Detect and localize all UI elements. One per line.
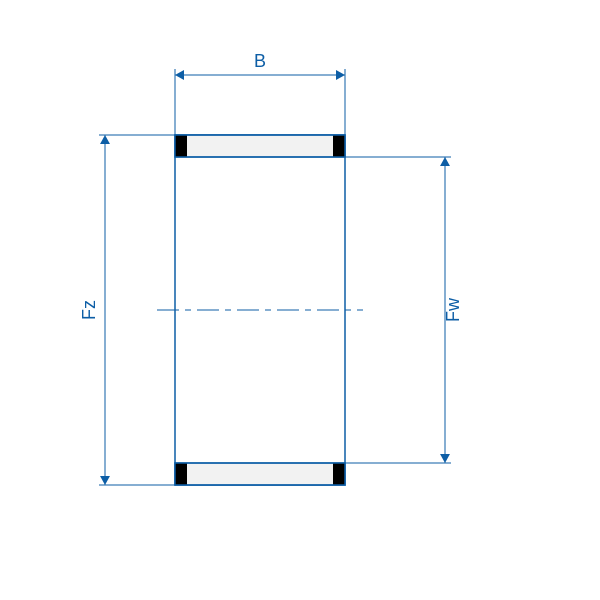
label-inner: Fw bbox=[443, 297, 463, 322]
cap-bottom-left bbox=[175, 463, 187, 485]
cap-bottom-right bbox=[333, 463, 345, 485]
bearing-diagram: B Fz Fw bbox=[0, 0, 600, 600]
roller-top bbox=[175, 135, 345, 157]
label-width: B bbox=[254, 51, 266, 71]
roller-bottom bbox=[175, 463, 345, 485]
cap-top-left bbox=[175, 135, 187, 157]
cap-top-right bbox=[333, 135, 345, 157]
label-outer: Fz bbox=[79, 300, 99, 320]
